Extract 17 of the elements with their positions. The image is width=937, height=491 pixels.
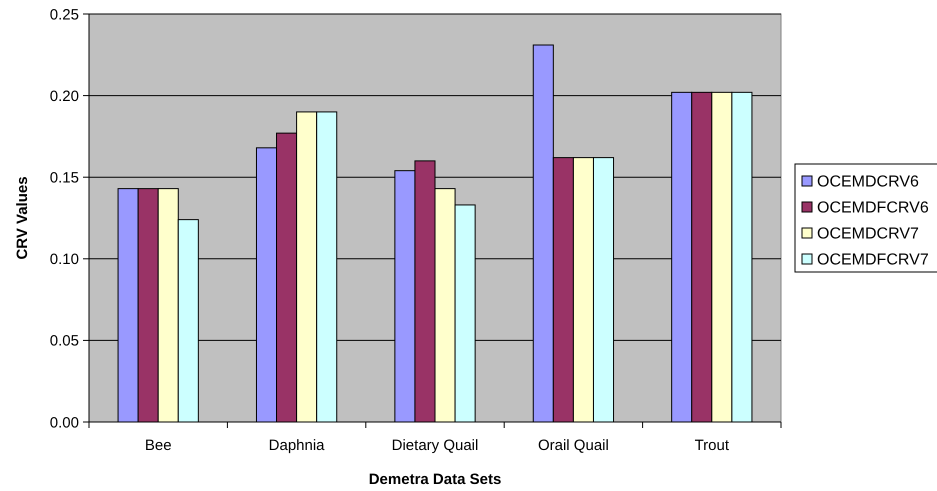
legend-label: OCEMDFCRV7 xyxy=(817,252,929,269)
x-tick-label: Daphnia xyxy=(268,437,326,454)
x-tick-label: Bee xyxy=(144,437,172,454)
x-tick-label: Dietary Quail xyxy=(392,437,478,454)
x-tick-label: Orail Quail xyxy=(538,437,609,454)
legend-label: OCEMDFCRV6 xyxy=(817,200,929,217)
y-tick-label: 0.10 xyxy=(50,251,79,268)
x-axis-title: Demetra Data Sets xyxy=(368,471,502,488)
y-tick-label: 0.00 xyxy=(50,414,79,432)
y-tick-label: 0.05 xyxy=(50,332,79,350)
legend-label: OCEMDCRV7 xyxy=(817,226,920,243)
y-tick-label: 0.25 xyxy=(50,6,79,24)
x-tick-label: Trout xyxy=(694,437,730,454)
legend-label: OCEMDCRV6 xyxy=(817,174,920,191)
y-tick-label: 0.15 xyxy=(50,169,79,186)
y-tick-label: 0.20 xyxy=(50,88,79,105)
y-axis-title: CRV Values xyxy=(14,176,31,260)
